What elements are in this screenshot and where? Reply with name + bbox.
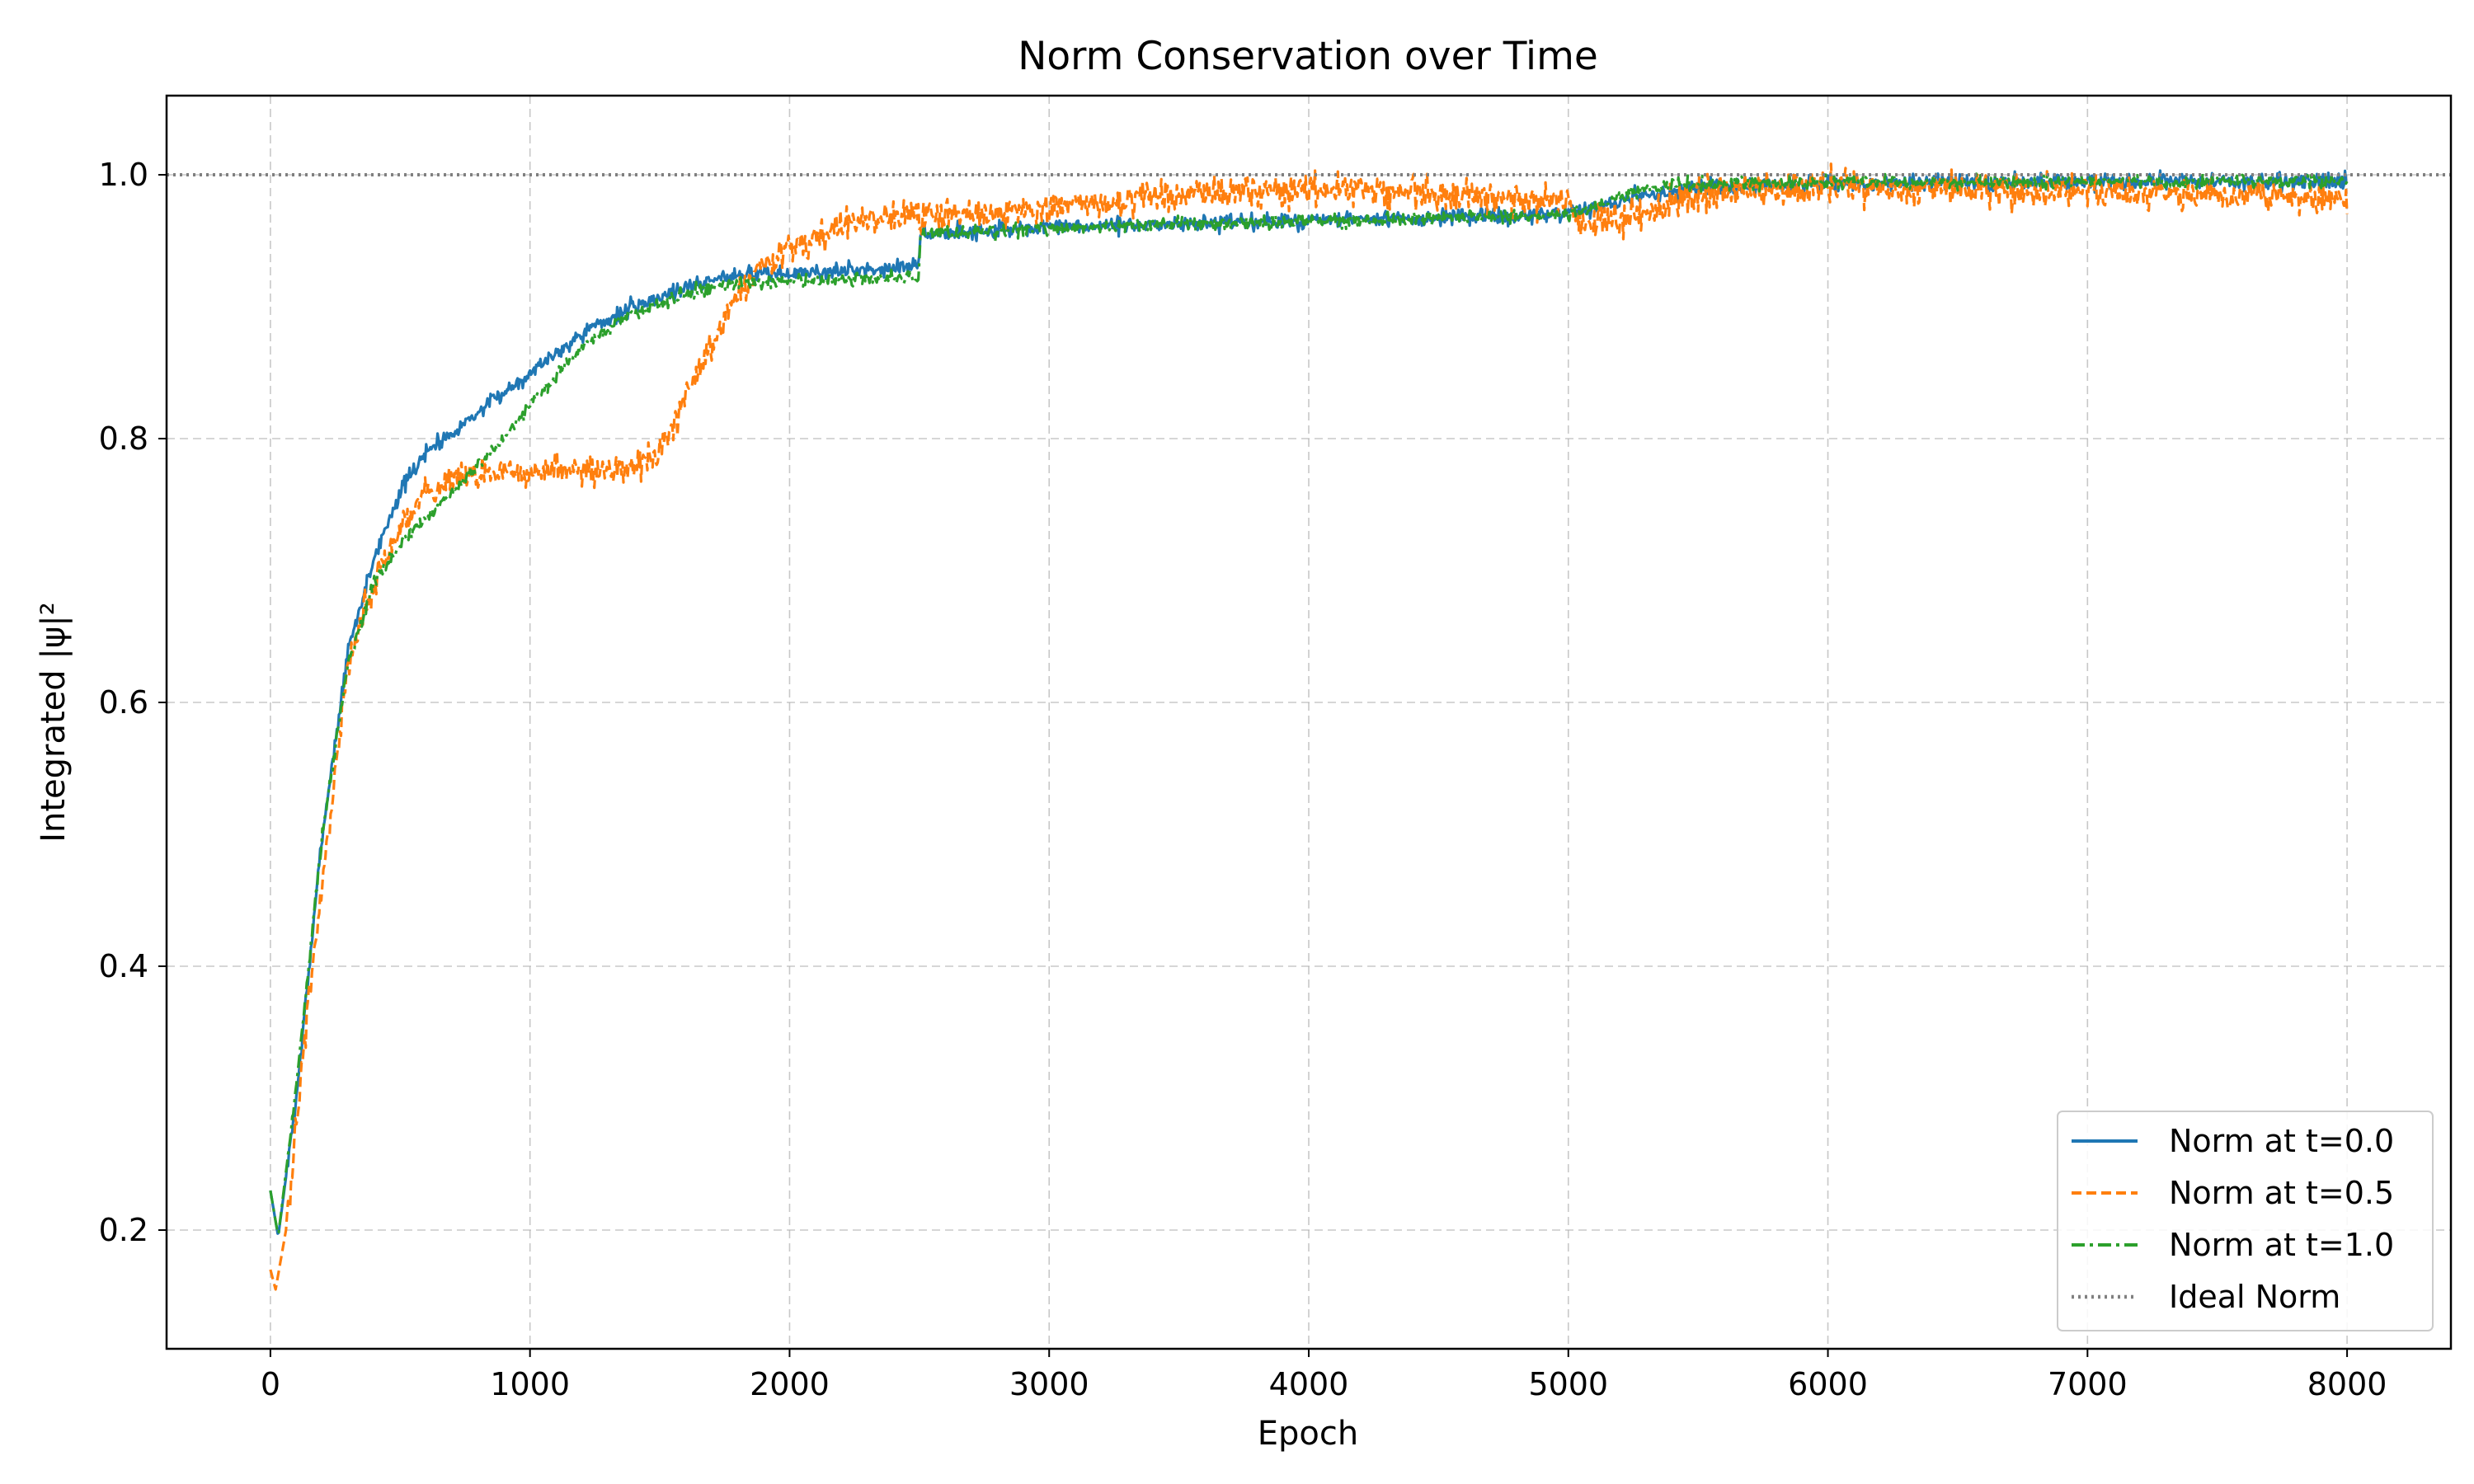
chart-title: Norm Conservation over Time bbox=[1018, 34, 1598, 79]
y-tick-label: 0.6 bbox=[99, 684, 148, 721]
legend-box bbox=[2057, 1111, 2434, 1331]
x-axis-label: Epoch bbox=[1258, 1415, 1358, 1453]
x-tick-label: 2000 bbox=[750, 1366, 830, 1402]
series-line-1 bbox=[269, 162, 2349, 1291]
legend: Norm at t=0.0 Norm at t=0.5 Norm at t=1.0 I… bbox=[2057, 1111, 2434, 1331]
series-line-2 bbox=[269, 171, 2349, 1235]
legend-label-3: Ideal Norm bbox=[2169, 1279, 2340, 1315]
ticks: 0 1000 2000 3000 4000 5000 6000 7000 8000 0.2 0.4 0… bbox=[99, 157, 2387, 1402]
legend-label-0: Norm at t=0.0 bbox=[2169, 1123, 2394, 1159]
y-tick-label: 1.0 bbox=[99, 157, 148, 193]
x-tick-label: 5000 bbox=[1528, 1366, 1608, 1402]
plot-area bbox=[167, 162, 2451, 1291]
x-tick-label: 4000 bbox=[1269, 1366, 1349, 1402]
x-tick-label: 6000 bbox=[1788, 1366, 1868, 1402]
legend-label-2: Norm at t=1.0 bbox=[2169, 1227, 2394, 1263]
x-tick-label: 0 bbox=[261, 1366, 280, 1402]
y-tick-label: 0.2 bbox=[99, 1212, 148, 1248]
y-axis-label: Integrated |ψ|² bbox=[35, 602, 73, 843]
x-tick-label: 3000 bbox=[1009, 1366, 1089, 1402]
x-tick-label: 7000 bbox=[2048, 1366, 2128, 1402]
y-tick-label: 0.4 bbox=[99, 948, 148, 984]
y-tick-label: 0.8 bbox=[99, 420, 148, 457]
x-tick-label: 8000 bbox=[2307, 1366, 2387, 1402]
x-tick-label: 1000 bbox=[490, 1366, 570, 1402]
legend-label-1: Norm at t=0.5 bbox=[2169, 1175, 2394, 1211]
